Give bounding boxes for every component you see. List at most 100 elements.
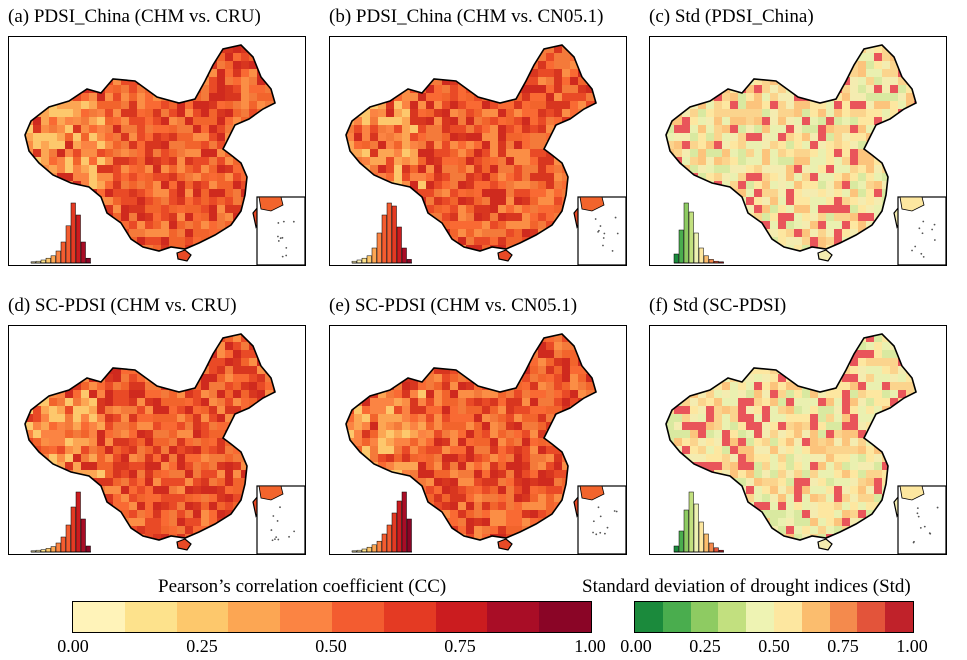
inset-island-dot [611,250,614,252]
colorbar-segment [331,602,384,632]
map-svg [665,44,946,265]
histogram-bar [361,548,367,553]
colorbar-segment [280,602,332,632]
inset-island-dot [919,526,922,529]
histogram-bar [80,241,86,264]
histogram-bar [85,545,91,553]
inset-island-dot [282,220,285,223]
panel-title: (b) PDSI_China (CHM vs. CN05.1) [329,6,604,27]
colorbar-segment [487,602,540,632]
inset-island-dot [592,520,595,523]
histogram-bar [356,259,362,264]
panel-e: (e) SC-PDSI (CHM vs. CN05.1) [329,295,629,560]
histogram-bar [366,255,372,264]
inset-island-dot [279,506,281,509]
colorbar-segment [746,602,774,632]
inset-island-dot [281,236,284,239]
map-svg [345,44,626,265]
cc-colorbar-title: Pearson’s correlation coefficient (CC) [158,576,447,597]
histogram-bar [708,542,714,553]
colorbar-segment [662,602,691,632]
inset-island-dot [277,222,280,224]
std-colorbar [634,601,914,633]
inset-coast [579,196,605,212]
histogram-bar [55,542,61,553]
inset-island-dot [599,515,602,518]
histogram-bar [713,547,719,553]
panel-title: (d) SC-PDSI (CHM vs. CRU) [8,295,237,316]
inset-island-dot [922,255,925,258]
histogram-bar [70,202,76,264]
histogram-bar [391,512,397,553]
histogram-bar [703,255,709,264]
inset-island-dot [285,246,288,249]
inset-island-dot [602,237,605,239]
inset-island-dot [275,536,278,539]
histogram-bar [703,533,709,553]
inset-island-dot [597,506,600,509]
map-svg [24,333,305,554]
map-svg [665,333,946,554]
inset-island-dot [285,254,288,257]
histogram-bar [673,253,679,264]
inset-island-dot [594,218,597,220]
inset-island-dot [916,512,919,515]
inset-island-dot [615,510,618,513]
inset-island-dot [279,237,282,240]
histogram-bar [678,530,684,553]
panel-title: (a) PDSI_China (CHM vs. CRU) [8,6,261,27]
inset-coast [258,485,284,501]
inset-island-dot [271,539,274,542]
panel-d: (d) SC-PDSI (CHM vs. CRU) [8,295,308,560]
map-frame [8,36,306,266]
std-tick: 0.50 [758,636,790,656]
inset-island-dot [914,245,917,248]
inset-coast [899,196,925,212]
country-border [24,333,276,541]
map-frame [329,36,627,266]
inset-island-dot [931,228,934,231]
inset-island-dot [613,510,616,512]
cc-tick: 0.50 [315,636,347,656]
inset-island-dot [918,227,921,230]
histogram-bar [45,548,51,553]
inset-island-dot [293,530,296,533]
inset-island-dot [922,220,925,223]
inset-island-dot [274,538,276,541]
panel-c: (c) Std (PDSI_China) [649,6,949,271]
colorbar-segment [228,602,281,632]
colorbar-segment [857,602,886,632]
colorbar-segment [124,602,177,632]
colorbar-segment [829,602,858,632]
panel-b: (b) PDSI_China (CHM vs. CN05.1) [329,6,629,271]
map-frame [8,325,306,555]
colorbar-segment [73,602,125,632]
histogram-bar [693,232,699,264]
histogram-bar [401,247,407,264]
map-frame [649,36,947,266]
inset-island-dot [602,244,604,247]
histogram-bar [401,491,407,553]
histogram-bar [366,546,372,553]
histogram-bar [381,533,387,553]
inset-island-dot [595,533,598,536]
country-border [665,333,917,541]
histogram-bar [683,509,689,553]
panel-title: (c) Std (PDSI_China) [649,6,814,27]
inset-island-dot [599,531,602,534]
histogram-bar [678,229,684,264]
histogram-bar [50,255,56,264]
panel-a: (a) PDSI_China (CHM vs. CRU) [8,6,308,271]
inset-island-dot [597,230,599,233]
inset-island-dot [276,520,279,522]
histogram-bar [391,205,397,264]
colorbar-segment [539,602,591,632]
histogram-bar [40,259,46,264]
histogram-bar [683,202,689,264]
histogram-bar [396,226,402,264]
histogram-bar [45,257,51,264]
histogram-bar [60,241,66,264]
island [176,538,192,551]
inset-island-dot [917,515,920,518]
inset-island-dot [912,541,915,544]
